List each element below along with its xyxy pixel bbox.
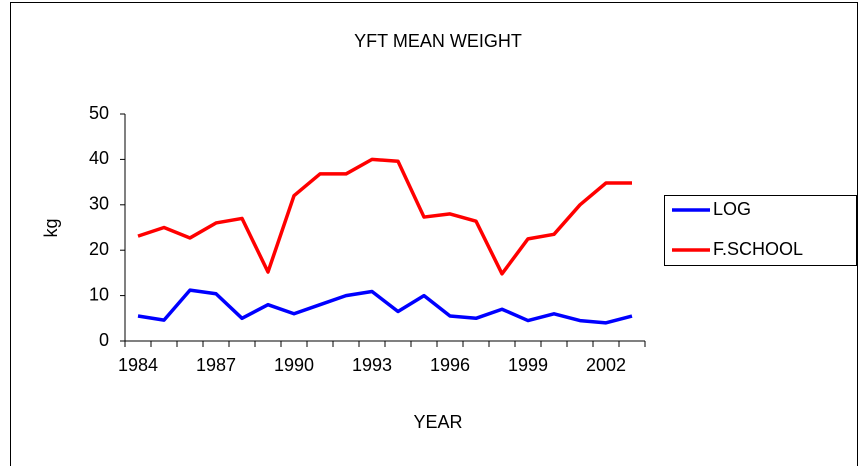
y-tick-label: 50 [89, 103, 109, 123]
legend-label: LOG [713, 199, 751, 219]
y-tick-label: 20 [89, 239, 109, 259]
x-tick-label: 1990 [274, 355, 314, 375]
y-axis-label: kg [41, 218, 61, 237]
x-tick-label: 1987 [196, 355, 236, 375]
x-tick-label: 2002 [586, 355, 626, 375]
series-line [137, 288, 633, 325]
y-tick-label: 0 [99, 330, 109, 350]
chart-title: YFT MEAN WEIGHT [354, 31, 522, 51]
legend-box [664, 195, 857, 266]
x-axis-label: YEAR [413, 412, 462, 432]
x-tick-label: 1999 [508, 355, 548, 375]
legend-label: F.SCHOOL [713, 239, 803, 259]
y-tick-label: 30 [89, 194, 109, 214]
x-tick-label: 1996 [430, 355, 470, 375]
y-tick-label: 10 [89, 284, 109, 304]
series-line [137, 157, 632, 276]
x-tick-label: 1984 [118, 355, 158, 375]
x-tick-label: 1993 [352, 355, 392, 375]
y-tick-label: 40 [89, 148, 109, 168]
